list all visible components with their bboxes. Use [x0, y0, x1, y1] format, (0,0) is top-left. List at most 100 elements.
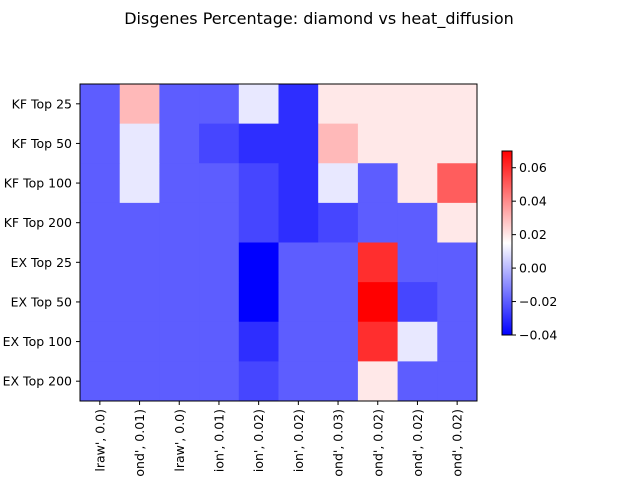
heatmap-cell [119, 202, 160, 243]
heatmap-cell [80, 123, 121, 164]
heatmap-cell [199, 123, 240, 164]
heatmap-cell [238, 282, 279, 323]
column-tick-label: ion', 0.02) [291, 409, 306, 472]
heatmap-cell [318, 361, 359, 402]
colorbar-tick-label: 0.06 [519, 160, 547, 175]
colorbar-tick-label: 0.02 [519, 227, 547, 242]
heatmap-cell [119, 361, 160, 402]
heatmap-cell [80, 321, 121, 362]
row-tick-label: KF Top 50 [12, 136, 72, 151]
heatmap-cell [318, 84, 359, 125]
column-tick-label: ond', 0.01) [132, 409, 147, 477]
heatmap-cell [80, 282, 121, 323]
row-tick-label: EX Top 200 [3, 374, 72, 389]
heatmap-cell [397, 123, 438, 164]
heatmap-cell [278, 361, 319, 402]
heatmap-cell [318, 163, 359, 204]
colorbar-tick-label: 0.00 [519, 261, 547, 276]
heatmap-cell [357, 84, 398, 125]
column-tick-label: ion', 0.02) [251, 409, 266, 472]
column-tick-label: ion', 0.01) [211, 409, 226, 472]
heatmap-cell [80, 84, 121, 125]
heatmap-cell [318, 202, 359, 243]
plot-frame [79, 83, 478, 402]
heatmap-cell [159, 361, 200, 402]
heatmap-cell [357, 361, 398, 402]
heatmap-cell [397, 202, 438, 243]
colorbar-gradient [501, 150, 513, 336]
column-tick-label: ond', 0.03) [331, 409, 346, 477]
row-tick-label: EX Top 50 [11, 294, 72, 309]
heatmap-cell [278, 163, 319, 204]
heatmap-cell [437, 163, 478, 204]
heatmap-cell [397, 282, 438, 323]
heatmap-cell [278, 202, 319, 243]
heatmap-cell [318, 123, 359, 164]
column-tick-label: ond', 0.02) [410, 409, 425, 477]
heatmap-cell [357, 321, 398, 362]
heatmap-cell [437, 282, 478, 323]
heatmap-cell [318, 242, 359, 283]
heatmap-cell [199, 163, 240, 204]
heatmap-cell [119, 321, 160, 362]
column-tick-label: ond', 0.02) [450, 409, 465, 477]
heatmap-cell [357, 282, 398, 323]
heatmap-cell [437, 202, 478, 243]
colorbar-tick-label: −0.02 [519, 294, 557, 309]
heatmap-cell [199, 321, 240, 362]
row-tick-label: KF Top 100 [4, 176, 72, 191]
heatmap-cell [318, 282, 359, 323]
heatmap-cell [119, 84, 160, 125]
heatmap-cell [238, 202, 279, 243]
heatmap-cell [278, 123, 319, 164]
heatmap-cell [159, 84, 200, 125]
heatmap-cell [80, 361, 121, 402]
heatmap-cell [238, 321, 279, 362]
heatmap-cell [199, 202, 240, 243]
heatmap-cell [437, 361, 478, 402]
heatmap-cell [318, 321, 359, 362]
heatmap-cell [397, 242, 438, 283]
heatmap-cell [80, 242, 121, 283]
heatmap-cell [357, 123, 398, 164]
heatmap-cell [119, 163, 160, 204]
heatmap-cell [357, 242, 398, 283]
heatmap-cell [119, 282, 160, 323]
heatmap-cell [199, 282, 240, 323]
colorbar-tick-label: 0.04 [519, 194, 547, 209]
column-tick-label: lraw', 0.0) [92, 409, 107, 472]
row-tick-label: EX Top 100 [3, 334, 72, 349]
chart-title: Disgenes Percentage: diamond vs heat_dif… [124, 9, 514, 29]
heatmap-cell [159, 282, 200, 323]
row-tick-labels: KF Top 25 KF Top 50 KF Top 100 KF Top 200 EX… [3, 96, 80, 389]
row-tick-label: KF Top 200 [4, 215, 72, 230]
heatmap-cell [437, 321, 478, 362]
heatmap-cell [119, 242, 160, 283]
heatmap-cell [238, 242, 279, 283]
heatmap-cell [437, 84, 478, 125]
heatmap-cell [278, 242, 319, 283]
heatmap-cell [278, 84, 319, 125]
colorbar-tick-label: −0.04 [519, 328, 557, 343]
heatmap-cell [159, 123, 200, 164]
heatmap-cell [159, 163, 200, 204]
heatmap-cell [119, 123, 160, 164]
heatmap-cell [80, 163, 121, 204]
heatmap-cells [79, 83, 478, 402]
heatmap-cell [437, 242, 478, 283]
heatmap-cell [238, 84, 279, 125]
heatmap-cell [397, 361, 438, 402]
heatmap-cell [199, 361, 240, 402]
column-tick-labels: lraw', 0.0) ond', 0.01) lraw', 0.0) ion', 0… [92, 401, 465, 477]
column-tick-label: lraw', 0.0) [172, 409, 187, 472]
heatmap-cell [199, 84, 240, 125]
heatmap-cell [238, 361, 279, 402]
heatmap-cell [238, 163, 279, 204]
heatmap-cell [159, 321, 200, 362]
heatmap-cell [199, 242, 240, 283]
heatmap-cell [159, 202, 200, 243]
heatmap-cell [159, 242, 200, 283]
heatmap-cell [357, 163, 398, 204]
colorbar: 0.06 0.04 0.02 0.00 −0.02 −0.04 [501, 150, 557, 343]
